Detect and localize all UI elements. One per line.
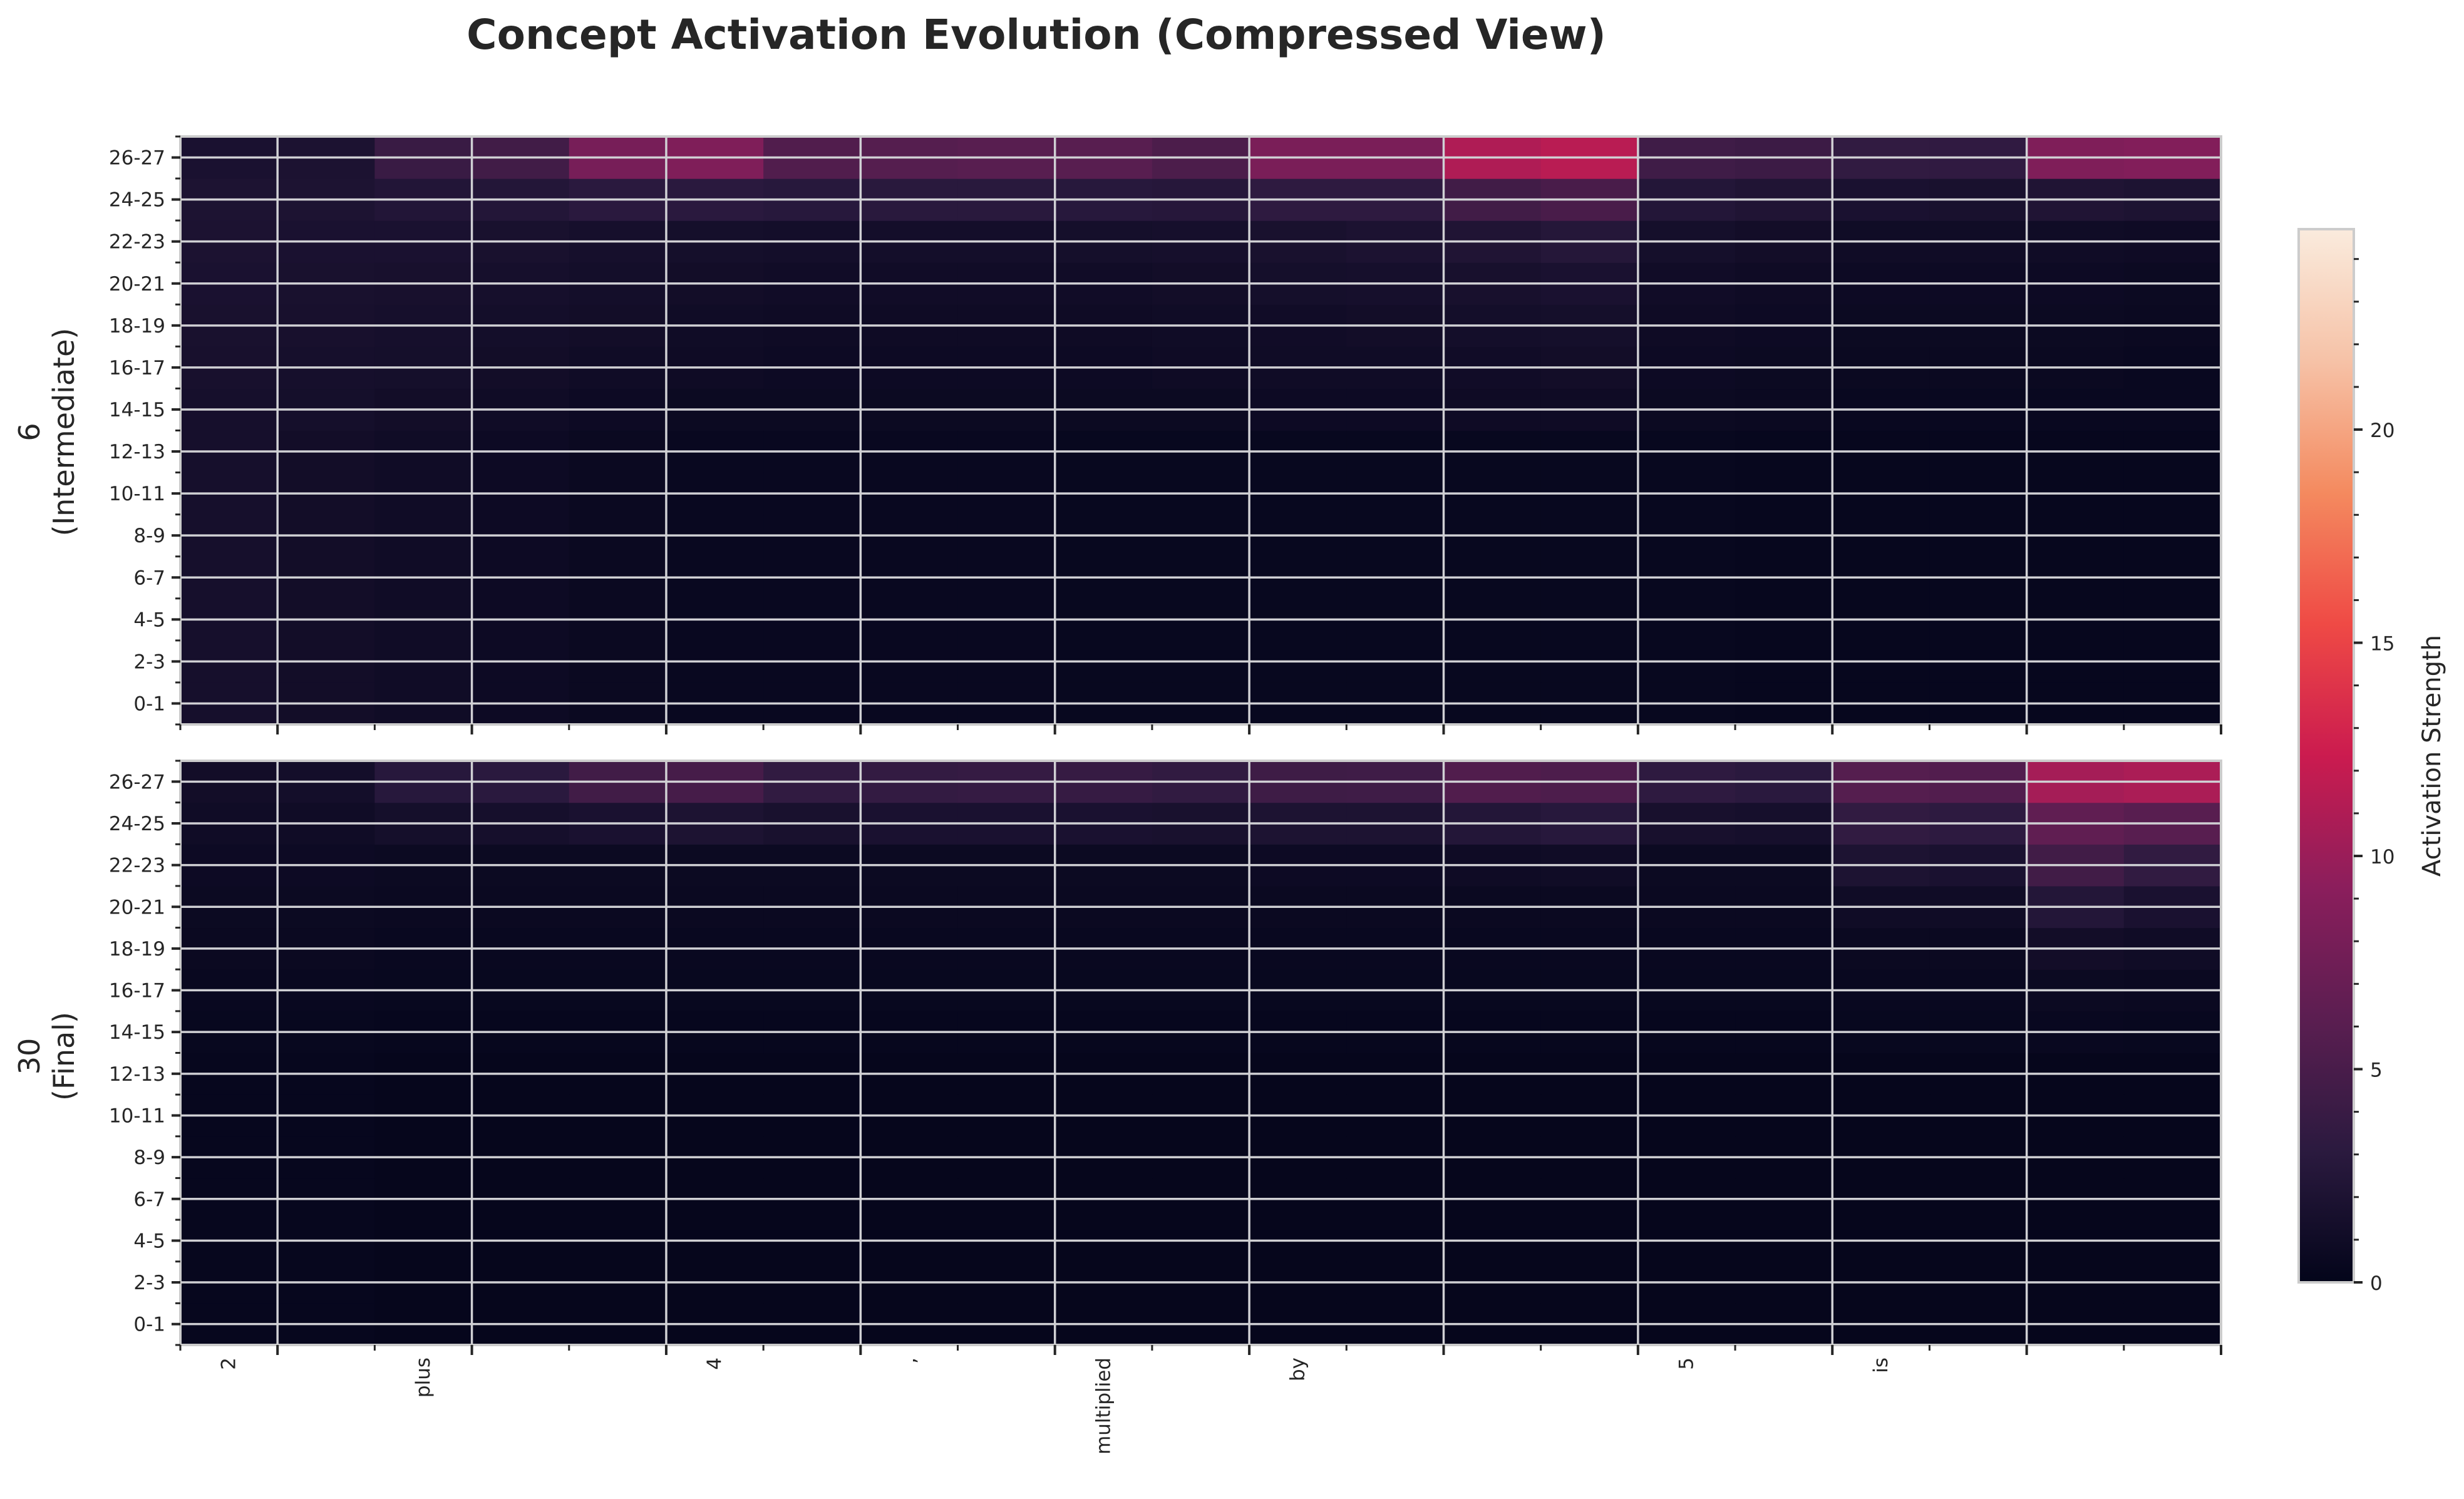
colorbar-gradient	[2297, 228, 2355, 1284]
y-tick-label: 10-11	[109, 1105, 165, 1127]
y-tick-label: 20-21	[109, 273, 165, 296]
y-tick-label: 2-3	[133, 651, 165, 673]
y-tick-label: 4-5	[133, 1230, 165, 1252]
panel-label-intermediate-number: 6	[13, 423, 46, 441]
colorbar-tick-label: 10	[2370, 846, 2394, 868]
chart-title: Concept Activation Evolution (Compressed…	[467, 11, 1606, 59]
x-tick-label: 2	[218, 1357, 240, 1370]
y-tick-label: 22-23	[109, 855, 165, 877]
y-tick-label: 18-19	[109, 938, 165, 961]
y-tick-label: 16-17	[109, 357, 165, 379]
colorbar-tick-label: 0	[2370, 1272, 2383, 1295]
x-axis-token-labels: 2 plus 4, multiplied by 5 is	[218, 1357, 1892, 1455]
x-tick-label: ,	[898, 1357, 920, 1364]
colorbar-label: Activation Strength	[2418, 635, 2446, 877]
heatmap-panel-intermediate: 0-1 2-3 4-5 6-7 8-9 10-11 12-13 14-15 16-17 18-19…	[109, 135, 2222, 734]
panel-label-intermediate-name: (Intermediate)	[47, 328, 81, 537]
y-tick-label: 14-15	[109, 399, 165, 421]
y-tick-label: 14-15	[109, 1021, 165, 1044]
y-tick-label: 4-5	[133, 609, 165, 631]
x-tick-label: is	[1870, 1357, 1892, 1373]
colorbar-tick-label: 5	[2370, 1059, 2383, 1082]
y-tick-label: 12-13	[109, 441, 165, 463]
y-tick-label: 26-27	[109, 771, 165, 793]
y-tick-label: 24-25	[109, 189, 165, 212]
y-tick-label: 8-9	[133, 1146, 165, 1169]
y-tick-label: 18-19	[109, 315, 165, 337]
heatmap-panel-final: 0-1 2-3 4-5 6-7 8-9 10-11 12-13 14-15 16-17 18-19…	[109, 760, 2222, 1355]
y-tick-label: 12-13	[109, 1063, 165, 1086]
x-tick-label: 4	[704, 1357, 726, 1370]
y-tick-label: 10-11	[109, 483, 165, 505]
y-tick-label: 0-1	[133, 1314, 165, 1336]
y-tick-label: 8-9	[133, 525, 165, 547]
y-tick-label: 6-7	[133, 1188, 165, 1211]
y-tick-label: 6-7	[133, 567, 165, 589]
y-tick-label: 22-23	[109, 231, 165, 254]
y-tick-label: 26-27	[109, 147, 165, 170]
y-tick-label: 2-3	[133, 1272, 165, 1294]
panel-label-final-name: (Final)	[47, 1012, 81, 1101]
y-tick-label: 16-17	[109, 980, 165, 1002]
x-tick-label: plus	[412, 1357, 435, 1398]
panel-label-final-number: 30	[13, 1038, 46, 1075]
y-tick-label: 0-1	[133, 693, 165, 715]
y-tick-label: 24-25	[109, 813, 165, 835]
colorbar: 0 5 10 15 20	[2297, 228, 2394, 1295]
x-tick-label: multiplied	[1092, 1357, 1115, 1455]
x-tick-label: 5	[1675, 1357, 1698, 1370]
colorbar-tick-label: 20	[2370, 420, 2394, 442]
colorbar-tick-label: 15	[2370, 633, 2394, 656]
y-tick-label: 20-21	[109, 896, 165, 919]
x-tick-label: by	[1287, 1357, 1309, 1381]
